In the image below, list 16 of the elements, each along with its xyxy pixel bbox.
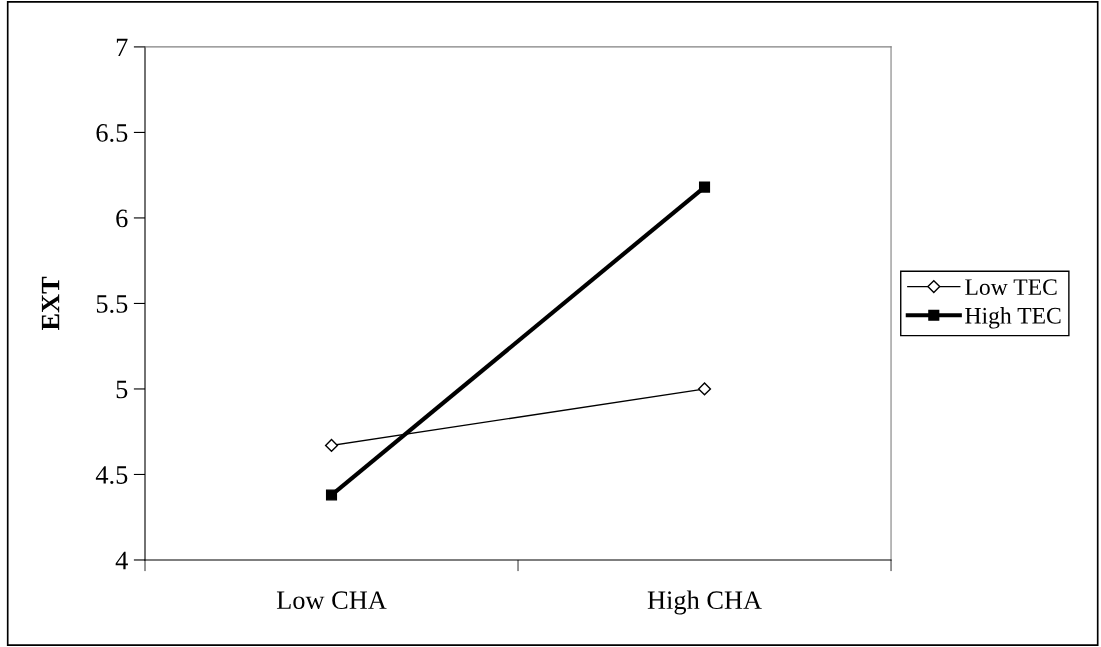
y-tick-label: 4.5 (95, 466, 128, 484)
x-tick-label: High CHA (647, 590, 762, 615)
x-tick-label: Low CHA (276, 591, 387, 610)
point (325, 489, 338, 501)
point (698, 181, 711, 193)
y-tick-label: 7 (116, 38, 128, 57)
legend-label: High TEC (965, 307, 1061, 329)
legend-label: Low TEC (965, 279, 1057, 296)
point (697, 382, 712, 396)
y-tick-label: 6 (116, 209, 128, 228)
y-tick-label: 5 (116, 380, 128, 399)
y-tick-label: 6.5 (96, 124, 128, 142)
point (324, 438, 339, 452)
y-tick-label: 4 (115, 551, 128, 570)
y-tick-label: 5.5 (96, 295, 128, 313)
y-axis-title: EXT (41, 276, 60, 331)
